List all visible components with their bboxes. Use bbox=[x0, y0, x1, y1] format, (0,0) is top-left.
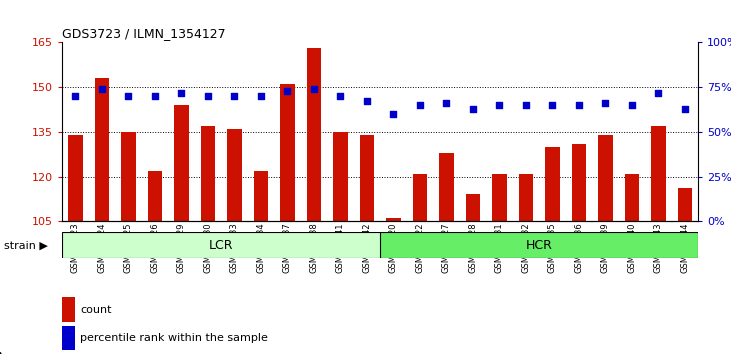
Point bbox=[255, 93, 267, 99]
Text: percentile rank within the sample: percentile rank within the sample bbox=[80, 333, 268, 343]
Bar bbox=[439, 153, 454, 221]
Bar bbox=[545, 147, 560, 221]
Point bbox=[653, 90, 664, 95]
Point bbox=[467, 106, 479, 112]
Point bbox=[308, 86, 319, 92]
Bar bbox=[624, 173, 639, 221]
Bar bbox=[518, 173, 533, 221]
Bar bbox=[62, 232, 380, 258]
Point bbox=[281, 88, 293, 93]
Bar bbox=[651, 126, 666, 221]
Bar bbox=[121, 132, 136, 221]
Bar bbox=[380, 232, 698, 258]
Point bbox=[335, 93, 346, 99]
Point bbox=[202, 93, 213, 99]
Bar bbox=[148, 171, 162, 221]
Point bbox=[69, 93, 81, 99]
Text: HCR: HCR bbox=[526, 239, 553, 252]
Point bbox=[96, 86, 107, 92]
Bar bbox=[678, 188, 692, 221]
Bar bbox=[386, 218, 401, 221]
Point bbox=[520, 102, 531, 108]
Bar bbox=[254, 171, 268, 221]
Bar bbox=[572, 144, 586, 221]
Point bbox=[441, 101, 452, 106]
Text: strain ▶: strain ▶ bbox=[4, 240, 48, 250]
Point bbox=[626, 102, 637, 108]
Bar bbox=[360, 135, 374, 221]
Point bbox=[679, 106, 691, 112]
Text: GDS3723 / ILMN_1354127: GDS3723 / ILMN_1354127 bbox=[62, 27, 226, 40]
Point bbox=[387, 111, 399, 117]
Point bbox=[175, 90, 187, 95]
Bar bbox=[333, 132, 348, 221]
Point bbox=[229, 93, 240, 99]
Point bbox=[123, 93, 135, 99]
Point bbox=[414, 102, 425, 108]
Point bbox=[493, 102, 505, 108]
Point bbox=[573, 102, 585, 108]
Text: LCR: LCR bbox=[209, 239, 233, 252]
Bar bbox=[306, 48, 321, 221]
Point bbox=[361, 99, 373, 104]
Bar bbox=[466, 194, 480, 221]
Bar bbox=[412, 173, 427, 221]
Bar bbox=[492, 173, 507, 221]
Point bbox=[547, 102, 558, 108]
Bar bbox=[94, 78, 109, 221]
Bar bbox=[200, 126, 215, 221]
Point bbox=[599, 101, 611, 106]
Bar bbox=[280, 84, 295, 221]
Bar bbox=[68, 135, 83, 221]
Text: count: count bbox=[80, 305, 112, 315]
Point bbox=[149, 93, 161, 99]
Bar bbox=[598, 135, 613, 221]
Bar bbox=[174, 105, 189, 221]
Bar bbox=[227, 129, 242, 221]
